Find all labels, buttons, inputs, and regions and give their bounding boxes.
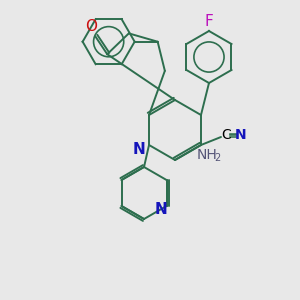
- Text: C: C: [221, 128, 231, 142]
- Text: F: F: [205, 14, 213, 29]
- Text: N: N: [133, 142, 146, 158]
- Text: N: N: [154, 202, 167, 217]
- Text: NH: NH: [197, 148, 218, 162]
- Text: O: O: [85, 19, 97, 34]
- Text: N: N: [235, 128, 247, 142]
- Text: 2: 2: [214, 153, 220, 163]
